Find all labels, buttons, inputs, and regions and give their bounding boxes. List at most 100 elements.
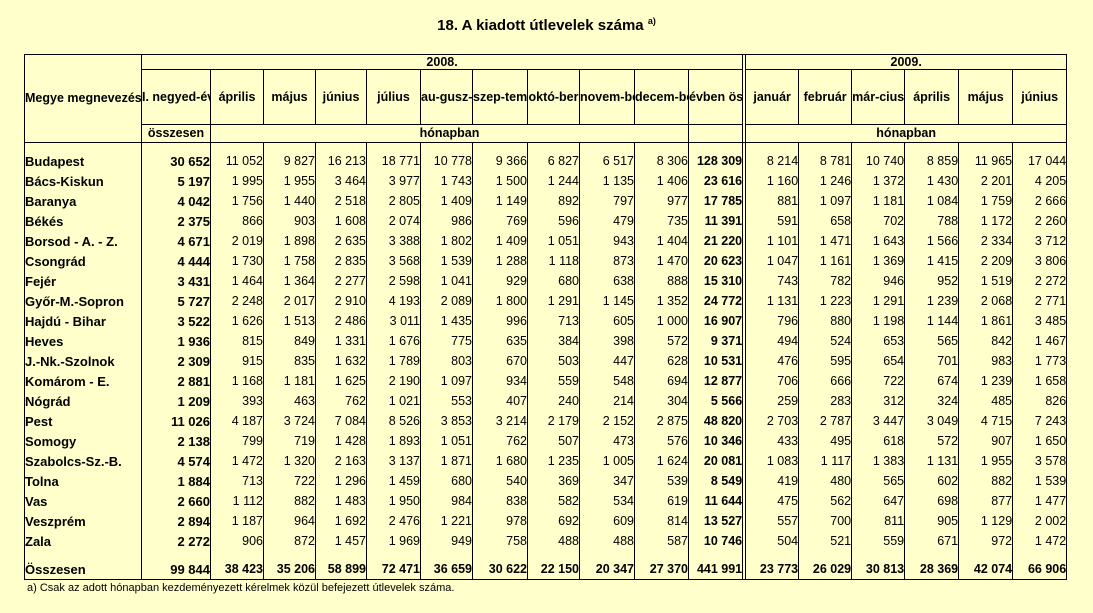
q1-total-cell: 5 727 <box>141 291 211 311</box>
spacer-cell <box>366 551 421 559</box>
table-row: Budapest 30 652 11 052 9 827 16 213 18 771 10 … <box>24 151 1068 171</box>
month-2008-cell: 1 969 <box>366 531 421 551</box>
month-2008-cell: 4 187 <box>210 411 264 431</box>
month-2008-cell: 1 676 <box>366 331 421 351</box>
month-2008-cell: 1 608 <box>315 211 367 231</box>
q1-total-cell: 1 936 <box>141 331 211 351</box>
month-2009-cell: 1 129 <box>958 511 1014 531</box>
month-2008-cell: 27 370 <box>634 559 689 580</box>
month-2008-cell: 882 <box>263 491 316 511</box>
county-name: Bács-Kiskun <box>24 171 142 191</box>
month-2008-cell: 347 <box>579 471 635 491</box>
table-row: Heves 1 936 815 849 1 331 1 676 775 635 384 398 57… <box>24 331 1068 351</box>
month-2008-cell: 1 097 <box>420 371 473 391</box>
month-2008-cell: 814 <box>634 511 689 531</box>
month-2008-cell: 984 <box>420 491 473 511</box>
month-2009-cell: 1 467 <box>1012 331 1068 351</box>
month-2009-cell: 1 239 <box>958 371 1014 391</box>
month-2008-cell: 488 <box>579 531 635 551</box>
month-2009-cell: 17 044 <box>1012 151 1068 171</box>
month-2008-cell: 1 625 <box>315 371 367 391</box>
month-2008-header: június <box>315 69 367 125</box>
table-row: Fejér 3 431 1 464 1 364 2 277 2 598 1 041 929 68… <box>24 271 1068 291</box>
month-2008-header: au-gusz-tus <box>420 69 473 125</box>
month-2008-cell: 978 <box>472 511 528 531</box>
q1-total-cell: 2 660 <box>141 491 211 511</box>
month-2008-cell: 384 <box>527 331 580 351</box>
month-2009-cell: 701 <box>904 351 960 371</box>
spacer-cell <box>958 551 1014 559</box>
month-2009-cell: 1 650 <box>1012 431 1068 451</box>
month-2008-cell: 369 <box>527 471 580 491</box>
month-2009-cell: 1 131 <box>904 451 960 471</box>
month-2009-cell: 702 <box>851 211 906 231</box>
month-2009-cell: 743 <box>745 271 800 291</box>
month-2008-cell: 1 500 <box>472 171 528 191</box>
month-2009-cell: 1 223 <box>798 291 853 311</box>
month-2008-cell: 6 827 <box>527 151 580 171</box>
month-2009-cell: 485 <box>958 391 1014 411</box>
month-2009-cell: 562 <box>798 491 853 511</box>
spacer-cell <box>745 551 800 559</box>
spacer-cell <box>420 551 473 559</box>
spacer-cell <box>745 142 800 151</box>
month-2008-cell: 10 778 <box>420 151 473 171</box>
month-2008-cell: 1 893 <box>366 431 421 451</box>
month-2009-cell: 8 859 <box>904 151 960 171</box>
year-total-cell: 11 391 <box>687 211 744 231</box>
q1-sub-header: összesen <box>141 124 211 143</box>
month-2008-cell: 1 457 <box>315 531 367 551</box>
q1-total-cell: 5 197 <box>141 171 211 191</box>
month-2008-cell: 1 743 <box>420 171 473 191</box>
month-2008-cell: 2 152 <box>579 411 635 431</box>
month-2009-cell: 1 083 <box>745 451 800 471</box>
month-2009-cell: 952 <box>904 271 960 291</box>
month-2009-cell: 1 198 <box>851 311 906 331</box>
county-name: Nógrád <box>24 391 142 411</box>
month-2009-cell: 283 <box>798 391 853 411</box>
county-name: J.-Nk.-Szolnok <box>24 351 142 371</box>
month-2009-cell: 433 <box>745 431 800 451</box>
month-2008-cell: 803 <box>420 351 473 371</box>
month-2009-cell: 3 806 <box>1012 251 1068 271</box>
month-2008-cell: 1 135 <box>579 171 635 191</box>
table-row: Győr-M.-Sopron 5 727 2 248 2 017 2 910 4 193 2… <box>24 291 1068 311</box>
month-2009-cell: 658 <box>798 211 853 231</box>
q1-total-cell: 4 042 <box>141 191 211 211</box>
month-2008-cell: 670 <box>472 351 528 371</box>
table-row: Összesen 99 844 38 423 35 206 58 899 72 471 36… <box>24 559 1068 580</box>
month-2008-cell: 2 635 <box>315 231 367 251</box>
month-2008-cell: 214 <box>579 391 635 411</box>
month-2009-cell: 495 <box>798 431 853 451</box>
spacer-cell <box>1012 142 1068 151</box>
month-2008-cell: 507 <box>527 431 580 451</box>
year-total-cell: 13 527 <box>687 511 744 531</box>
year-total-cell: 441 991 <box>687 559 744 580</box>
county-name: Veszprém <box>24 511 142 531</box>
county-name: Somogy <box>24 431 142 451</box>
month-2009-cell: 1 415 <box>904 251 960 271</box>
year-total-cell: 20 623 <box>687 251 744 271</box>
month-2008-cell: 553 <box>420 391 473 411</box>
table-row: Zala 2 272 906 872 1 457 1 969 949 758 488 488 587… <box>24 531 1068 551</box>
month-2009-cell: 2 334 <box>958 231 1014 251</box>
q1-total-cell: 1 884 <box>141 471 211 491</box>
month-2009-cell: 1 291 <box>851 291 906 311</box>
month-2008-cell: 463 <box>263 391 316 411</box>
month-2008-cell: 36 659 <box>420 559 473 580</box>
month-2008-cell: 1 800 <box>472 291 528 311</box>
month-2008-cell: 1 331 <box>315 331 367 351</box>
month-2009-cell: 42 074 <box>958 559 1014 580</box>
month-2008-cell: 3 137 <box>366 451 421 471</box>
month-2009-cell: 698 <box>904 491 960 511</box>
q1-total-cell: 1 209 <box>141 391 211 411</box>
table-row: J.-Nk.-Szolnok 2 309 915 835 1 632 1 789 803 67… <box>24 351 1068 371</box>
month-2008-cell: 3 011 <box>366 311 421 331</box>
month-2008-cell: 1 181 <box>263 371 316 391</box>
month-2008-cell: 22 150 <box>527 559 580 580</box>
month-2008-cell: 1 758 <box>263 251 316 271</box>
month-2008-cell: 304 <box>634 391 689 411</box>
month-2009-cell: 826 <box>1012 391 1068 411</box>
month-2008-cell: 1 244 <box>527 171 580 191</box>
